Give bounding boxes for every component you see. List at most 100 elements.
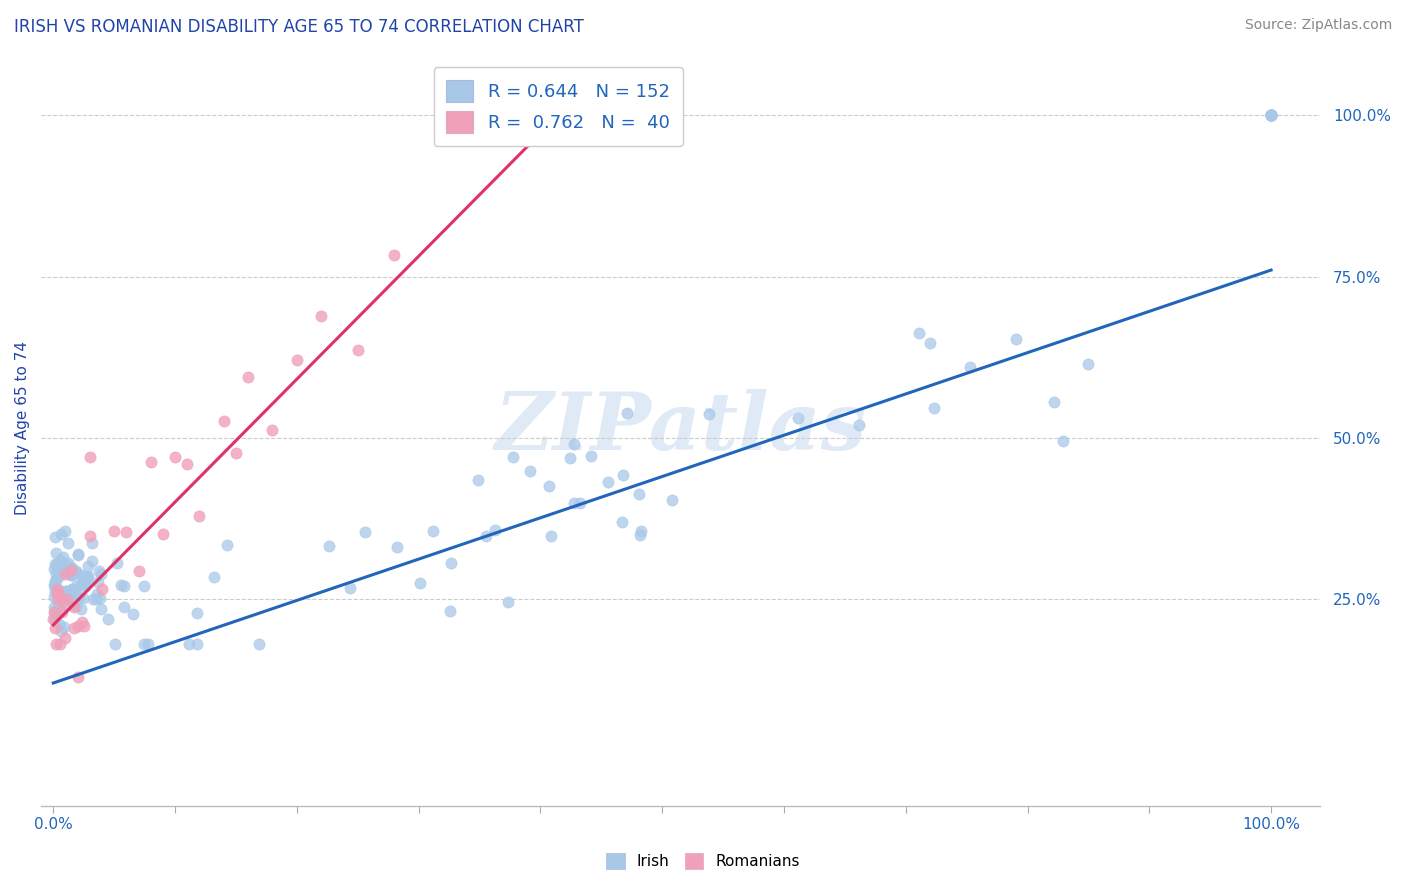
Point — [562, 437, 585, 451]
Point — [48, 617, 70, 632]
Point — [46, 561, 69, 575]
Point — [1260, 108, 1282, 122]
Point — [89, 564, 111, 578]
Point — [60, 591, 83, 605]
Point — [51, 583, 73, 598]
Point — [63, 621, 86, 635]
Point — [70, 615, 93, 629]
Point — [63, 600, 86, 615]
Point — [408, 576, 430, 591]
Point — [66, 588, 89, 602]
Point — [908, 326, 931, 340]
Point — [568, 495, 591, 509]
Point — [44, 612, 66, 626]
Point — [186, 637, 208, 651]
Point — [59, 561, 82, 575]
Point — [70, 568, 93, 582]
Point — [60, 568, 83, 582]
Point — [467, 473, 489, 487]
Point — [1260, 108, 1282, 122]
Point — [60, 595, 83, 609]
Point — [48, 595, 70, 609]
Point — [45, 582, 67, 596]
Point — [73, 619, 96, 633]
Point — [53, 598, 76, 612]
Point — [139, 455, 162, 469]
Point — [66, 619, 89, 633]
Point — [1260, 108, 1282, 122]
Point — [42, 612, 65, 626]
Point — [422, 524, 444, 539]
Point — [62, 582, 84, 596]
Point — [89, 591, 111, 606]
Point — [1260, 108, 1282, 122]
Point — [44, 585, 66, 599]
Point — [77, 569, 100, 583]
Point — [105, 556, 128, 570]
Point — [60, 560, 83, 574]
Point — [610, 515, 633, 529]
Point — [121, 607, 143, 621]
Point — [55, 566, 77, 581]
Point — [66, 548, 89, 562]
Point — [53, 524, 76, 538]
Point — [165, 450, 187, 464]
Point — [1260, 108, 1282, 122]
Point — [77, 558, 100, 573]
Point — [52, 594, 75, 608]
Point — [56, 557, 79, 571]
Text: Source: ZipAtlas.com: Source: ZipAtlas.com — [1244, 18, 1392, 32]
Point — [42, 606, 65, 620]
Point — [439, 604, 461, 618]
Point — [46, 586, 69, 600]
Point — [558, 450, 581, 465]
Point — [285, 352, 308, 367]
Point — [70, 601, 93, 615]
Point — [152, 526, 174, 541]
Point — [44, 621, 66, 635]
Y-axis label: Disability Age 65 to 74: Disability Age 65 to 74 — [15, 341, 30, 516]
Point — [44, 578, 66, 592]
Point — [90, 567, 112, 582]
Point — [76, 572, 98, 586]
Point — [628, 528, 651, 542]
Point — [353, 525, 375, 540]
Point — [60, 582, 83, 597]
Point — [55, 584, 77, 599]
Point — [186, 606, 208, 620]
Point — [82, 592, 104, 607]
Point — [385, 540, 408, 554]
Point — [496, 595, 519, 609]
Point — [697, 408, 720, 422]
Point — [1260, 108, 1282, 122]
Point — [115, 524, 138, 539]
Point — [45, 546, 67, 560]
Point — [46, 592, 69, 607]
Point — [215, 538, 238, 552]
Point — [52, 549, 75, 564]
Point — [86, 587, 108, 601]
Point — [66, 669, 89, 683]
Point — [80, 554, 103, 568]
Point — [65, 564, 87, 578]
Point — [661, 492, 683, 507]
Point — [1260, 108, 1282, 122]
Point — [67, 547, 90, 561]
Point — [177, 637, 200, 651]
Point — [44, 558, 66, 572]
Point — [49, 624, 72, 639]
Point — [58, 559, 80, 574]
Point — [45, 602, 67, 616]
Point — [1052, 434, 1074, 448]
Point — [598, 475, 620, 489]
Point — [1260, 108, 1282, 122]
Point — [922, 401, 945, 415]
Point — [76, 570, 98, 584]
Point — [45, 574, 67, 588]
Point — [346, 343, 368, 357]
Point — [262, 423, 284, 437]
Point — [55, 584, 77, 599]
Point — [1043, 395, 1066, 409]
Point — [52, 564, 75, 578]
Point — [66, 566, 89, 580]
